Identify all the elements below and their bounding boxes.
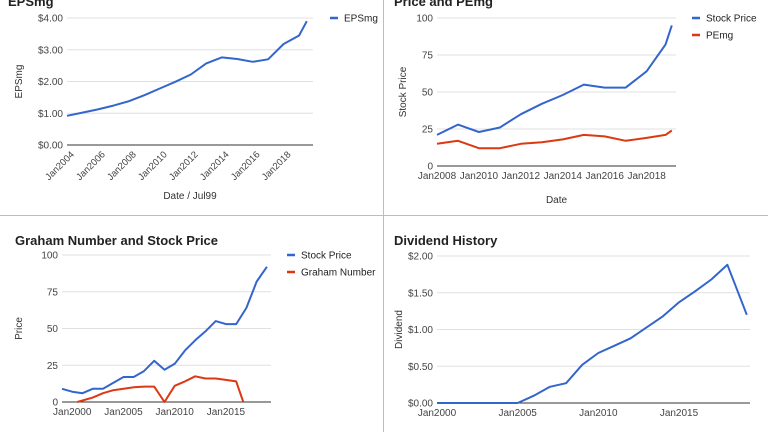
- legend-label: EPSmg: [344, 14, 378, 25]
- series-line-stock-price: [436, 25, 673, 136]
- x-tick-label: Jan2014: [198, 149, 232, 183]
- y-tick-label: 75: [47, 287, 59, 298]
- x-tick-label: Jan2006: [74, 149, 108, 183]
- series-line-graham-number: [77, 375, 245, 403]
- dividend-chart-panel: Dividend History $0.00 $0.50 $1.00 $1.50 $2.0…: [384, 216, 768, 432]
- x-tick-label: Jan2008: [105, 149, 139, 183]
- chart-title: Dividend History: [394, 233, 498, 248]
- y-tick-label: $3.00: [38, 45, 63, 56]
- x-tick-label: Jan2010: [579, 408, 618, 419]
- x-tick-label: Jan2010: [136, 149, 170, 183]
- x-tick-label: Jan2012: [167, 149, 201, 183]
- x-tick-label: Jan2016: [586, 171, 625, 182]
- y-tick-label: $2.00: [408, 252, 433, 263]
- x-tick-label: Jan2008: [418, 171, 457, 182]
- x-tick-label: Jan2010: [156, 407, 195, 418]
- x-tick-label: Jan2015: [660, 408, 699, 419]
- legend-label: Graham Number: [301, 268, 376, 279]
- x-tick-label: Jan2010: [460, 171, 499, 182]
- y-tick-label: $0.00: [408, 399, 433, 410]
- y-axis-label: EPSmg: [14, 65, 25, 99]
- graham-chart: Graham Number and Stock Price 0 25 50 75 100 J…: [14, 233, 376, 418]
- x-axis-label: Date: [546, 195, 568, 206]
- legend-label: PEmg: [706, 31, 733, 42]
- y-tick-label: 25: [47, 361, 59, 372]
- chart-title: EPSmg: [8, 0, 54, 9]
- y-axis-label: Stock Price: [398, 66, 409, 117]
- chart-title: Graham Number and Stock Price: [15, 233, 218, 248]
- x-tick-label: Jan2005: [498, 408, 537, 419]
- price-pe-chart-panel: Price and PEmg 0 25 50 75 100 Jan2008 Jan2010 Ja…: [384, 0, 768, 216]
- series-line-dividend: [437, 263, 748, 404]
- y-tick-label: $4.00: [38, 14, 63, 25]
- y-tick-label: 100: [41, 251, 58, 262]
- y-tick-label: 75: [422, 51, 434, 62]
- x-tick-label: Jan2000: [53, 407, 92, 418]
- y-tick-label: 25: [422, 125, 434, 136]
- y-tick-label: 100: [416, 14, 433, 25]
- y-tick-label: 50: [47, 324, 59, 335]
- x-tick-label: Jan2016: [229, 149, 263, 183]
- x-tick-label: Jan2005: [104, 407, 143, 418]
- x-tick-label: Jan2018: [627, 171, 666, 182]
- x-tick-label: Jan2012: [502, 171, 541, 182]
- y-axis-label: Price: [14, 317, 25, 340]
- y-tick-label: 0: [427, 162, 433, 173]
- y-tick-label: $0.50: [408, 362, 433, 373]
- x-tick-label: Jan2018: [260, 149, 294, 183]
- y-axis-label: Dividend: [394, 310, 405, 349]
- series-line-epsmg: [66, 20, 308, 117]
- panel-divider-horizontal: [0, 215, 768, 216]
- graham-chart-panel: Graham Number and Stock Price 0 25 50 75 100 J…: [0, 216, 384, 432]
- y-tick-label: $1.00: [38, 109, 63, 120]
- y-tick-label: $2.00: [38, 77, 63, 88]
- x-tick-label: Jan2014: [544, 171, 583, 182]
- x-tick-label: Jan2004: [43, 149, 77, 183]
- series-line-stock-price: [61, 266, 268, 395]
- x-tick-label: Jan2015: [207, 407, 246, 418]
- y-tick-label: 0: [52, 398, 58, 409]
- eps-chart-panel: EPSmg $0.00 $1.00 $2.00 $3.00 $4.00 Jan2004 Jan…: [0, 0, 384, 216]
- dividend-chart: Dividend History $0.00 $0.50 $1.00 $1.50 $2.0…: [394, 233, 750, 419]
- series-line-pemg: [436, 129, 673, 150]
- y-tick-label: $1.50: [408, 288, 433, 299]
- legend-label: Stock Price: [301, 251, 352, 262]
- x-tick-label: Jan2000: [418, 408, 457, 419]
- chart-title: Price and PEmg: [394, 0, 493, 9]
- eps-chart: EPSmg$0.00$1.00$2.00$3.00$4.00Jan2004Jan…: [8, 0, 378, 202]
- panel-divider-vertical: [383, 0, 384, 432]
- y-tick-label: 50: [422, 88, 434, 99]
- y-tick-label: $1.00: [408, 325, 433, 336]
- legend-label: Stock Price: [706, 14, 757, 25]
- y-tick-label: $0.00: [38, 141, 63, 152]
- x-axis-label: Date / Jul99: [163, 191, 217, 202]
